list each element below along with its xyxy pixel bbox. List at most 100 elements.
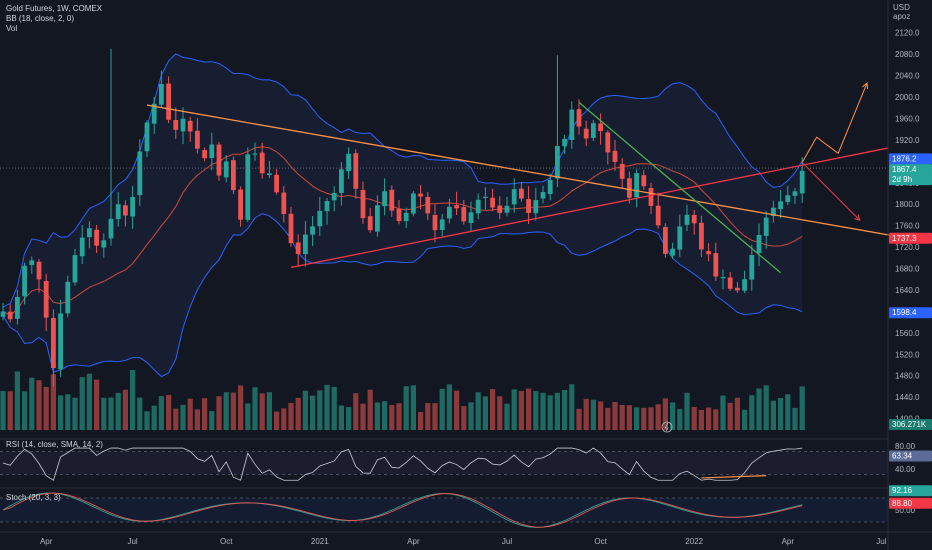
stoch-legend: Stoch (20, 3, 3): [6, 493, 61, 503]
candle-body: [245, 154, 251, 220]
candle-body: [94, 229, 99, 246]
volume-bar: [331, 386, 337, 430]
candle-body: [576, 109, 582, 127]
price-badge-bg: [889, 153, 932, 165]
legend-vol: Vol: [6, 24, 18, 33]
lightning-icon: [661, 421, 673, 433]
y-tick-label: 1560.0: [895, 329, 920, 338]
candle-body: [87, 228, 92, 238]
volume-bar: [209, 411, 215, 430]
price-badge-bg: [889, 419, 932, 430]
candle-body: [655, 205, 661, 226]
volume-bar: [684, 392, 690, 430]
candle-body: [274, 174, 279, 193]
candle-body: [411, 193, 416, 214]
volume-bar: [360, 403, 366, 430]
volume-bar: [180, 404, 186, 430]
volume-bar: [94, 379, 100, 430]
candle-body: [562, 138, 567, 147]
candle-body: [231, 160, 236, 191]
indicator-badge-bg: [889, 497, 932, 509]
volume-bar: [641, 407, 647, 430]
volume-bar: [648, 407, 654, 430]
y-tick-label: 2080.0: [895, 50, 920, 59]
volume-bar: [562, 389, 568, 430]
candle-body: [382, 191, 387, 207]
stoch-band-fill: [0, 498, 888, 522]
candle-body: [619, 163, 625, 179]
volume-bar: [245, 403, 251, 430]
candle-body: [540, 192, 546, 199]
candle-body: [418, 193, 423, 197]
candle-body: [468, 212, 474, 223]
volume-bar: [353, 393, 359, 430]
candle-body: [346, 153, 351, 172]
volume-bar: [86, 373, 92, 430]
volume-bar: [252, 387, 258, 430]
volume-bar: [490, 389, 496, 430]
indicator-badge: 92.16: [889, 485, 932, 497]
x-tick-label: Jul: [502, 537, 512, 546]
volume-bar: [101, 397, 107, 430]
volume-bar: [497, 396, 503, 430]
price-badge: 1598.4: [889, 307, 932, 319]
candle-body: [51, 317, 56, 368]
candle-body: [547, 179, 553, 195]
candle-body: [389, 189, 395, 211]
stoch-tick-label: 50.00: [895, 506, 916, 515]
candle-body: [123, 205, 128, 216]
volume-bar: [569, 384, 575, 430]
price-badge: 2d 9h: [889, 174, 932, 186]
candle-body: [331, 192, 337, 201]
candle-body: [555, 146, 560, 179]
volume-bar: [230, 392, 236, 430]
x-tick-label: Apr: [782, 537, 795, 546]
y-tick-label: 1640.0: [895, 286, 920, 295]
candle-body: [324, 201, 330, 212]
y-tick-label: 2120.0: [895, 29, 920, 38]
volume-bar: [749, 395, 755, 430]
volume-bar: [410, 385, 416, 430]
y-tick-label: 1760.0: [895, 222, 920, 231]
candle-body: [166, 83, 171, 120]
volume-bar: [756, 388, 762, 430]
volume-bar: [770, 400, 776, 430]
bb-basis: [2, 146, 803, 316]
candle-body: [367, 216, 373, 231]
volume-bar: [317, 390, 323, 430]
volume-bar: [677, 409, 683, 430]
candle-body: [173, 120, 179, 130]
price-badge-text: 2d 9h: [892, 175, 912, 184]
volume-bar: [151, 405, 157, 430]
volume-bar: [446, 384, 452, 430]
volume-bar: [22, 391, 28, 430]
candle-body: [605, 132, 611, 153]
candle-body: [29, 260, 35, 266]
price-badge-bg: [889, 174, 932, 186]
candle-body: [267, 173, 272, 176]
candle-body: [742, 279, 747, 291]
volume-bar: [518, 390, 524, 430]
bb-fill: [3, 53, 803, 377]
candle-body: [339, 169, 344, 193]
candle-body: [252, 153, 258, 155]
volume-bar: [511, 389, 517, 430]
candle-body: [0, 311, 6, 317]
legend-title: Gold Futures, 1W, COMEX: [6, 4, 103, 13]
volume-bar: [187, 398, 193, 430]
candle-body: [223, 161, 229, 178]
volume-bar: [799, 386, 805, 430]
candle-body: [763, 217, 769, 236]
rsi-legend: RSI (14, close, SMA, 14, 2): [6, 440, 103, 450]
volume-bar: [374, 402, 380, 430]
candle-body: [475, 199, 481, 214]
candle-body: [310, 226, 315, 235]
candle-body: [101, 240, 107, 248]
y-tick-label: 1800.0: [895, 200, 920, 209]
candle-body: [598, 123, 603, 132]
volume-bar: [763, 385, 769, 430]
volume-bar: [634, 407, 640, 430]
volume-bar: [238, 385, 244, 430]
rsi-band-fill: [0, 451, 888, 475]
